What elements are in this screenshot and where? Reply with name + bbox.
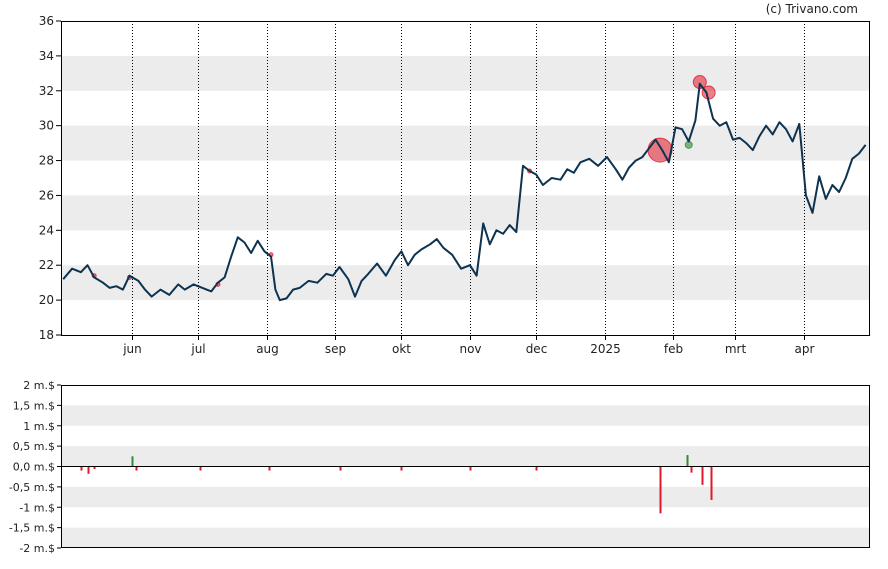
flow-tick-label: -1,5 m.$ — [9, 522, 55, 535]
price-panel-bands — [61, 55, 870, 301]
x-tick-label: aug — [256, 342, 279, 356]
y-tick-label: 18 — [39, 328, 54, 342]
flow-band — [61, 446, 870, 467]
x-tick-label: 2025 — [590, 342, 621, 356]
month-x-ticks: jun jul aug sep okt nov dec 2025 feb mrt apr — [122, 335, 815, 356]
flow-band — [61, 527, 870, 548]
x-tick-label: feb — [664, 342, 683, 356]
x-tick-label: jun — [122, 342, 142, 356]
flow-tick-label: -2 m.$ — [19, 542, 55, 555]
flow-panel-bands — [61, 405, 870, 548]
y-tick-label: 26 — [39, 188, 54, 202]
y-tick-label: 24 — [39, 223, 54, 237]
y-tick-label: 28 — [39, 154, 54, 168]
x-tick-label: mrt — [725, 342, 747, 356]
x-tick-label: jul — [190, 342, 205, 356]
credit-label: (c) Trivano.com — [766, 2, 858, 16]
x-tick-label: sep — [325, 342, 346, 356]
flow-tick-label: 0,0 m.$ — [13, 461, 55, 474]
flow-y-ticks: -2 m.$ -1,5 m.$ -1 m.$ -0,5 m.$ 0,0 m.$ 0,5 m… — [9, 379, 61, 555]
y-tick-label: 20 — [39, 293, 54, 307]
price-band — [61, 265, 870, 301]
buy-marker — [684, 140, 693, 149]
price-band — [61, 125, 870, 161]
flow-tick-label: 2 m.$ — [23, 379, 55, 392]
axes — [61, 21, 870, 548]
flow-tick-label: 1,5 m.$ — [13, 399, 55, 412]
price-band — [61, 55, 870, 91]
price-band — [61, 195, 870, 231]
x-tick-label: okt — [392, 342, 411, 356]
flow-tick-label: 1 m.$ — [23, 420, 55, 433]
flow-bars — [80, 455, 713, 514]
month-gridlines — [132, 21, 805, 335]
price-y-ticks: 18 20 22 24 26 28 30 32 34 36 — [39, 14, 61, 342]
x-tick-label: nov — [459, 342, 481, 356]
flow-tick-label: -1 m.$ — [19, 501, 55, 514]
flow-band — [61, 405, 870, 426]
y-tick-label: 32 — [39, 84, 54, 98]
y-tick-label: 34 — [39, 49, 54, 63]
y-tick-label: 30 — [39, 119, 54, 133]
x-tick-label: dec — [526, 342, 548, 356]
flow-tick-label: 0,5 m.$ — [13, 440, 55, 453]
price-line — [62, 82, 867, 302]
flow-band — [61, 486, 870, 508]
sell-marker — [647, 137, 673, 163]
y-tick-label: 22 — [39, 258, 54, 272]
price-panel-frame — [61, 21, 870, 336]
y-tick-label: 36 — [39, 14, 54, 28]
x-tick-label: apr — [795, 342, 815, 356]
flow-tick-label: -0,5 m.$ — [9, 481, 55, 494]
